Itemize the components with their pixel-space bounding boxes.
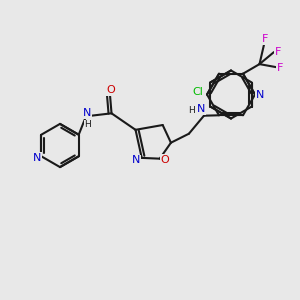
Text: O: O bbox=[161, 155, 170, 165]
Text: F: F bbox=[277, 63, 284, 73]
Text: Cl: Cl bbox=[193, 86, 203, 97]
Text: F: F bbox=[275, 46, 281, 56]
Text: O: O bbox=[106, 85, 115, 95]
Text: N: N bbox=[132, 155, 140, 165]
Text: H: H bbox=[188, 106, 195, 115]
Text: H: H bbox=[84, 120, 91, 129]
Text: N: N bbox=[256, 89, 265, 100]
Text: N: N bbox=[83, 108, 92, 118]
Text: N: N bbox=[33, 153, 42, 163]
Text: N: N bbox=[197, 104, 205, 114]
Text: F: F bbox=[262, 34, 269, 44]
